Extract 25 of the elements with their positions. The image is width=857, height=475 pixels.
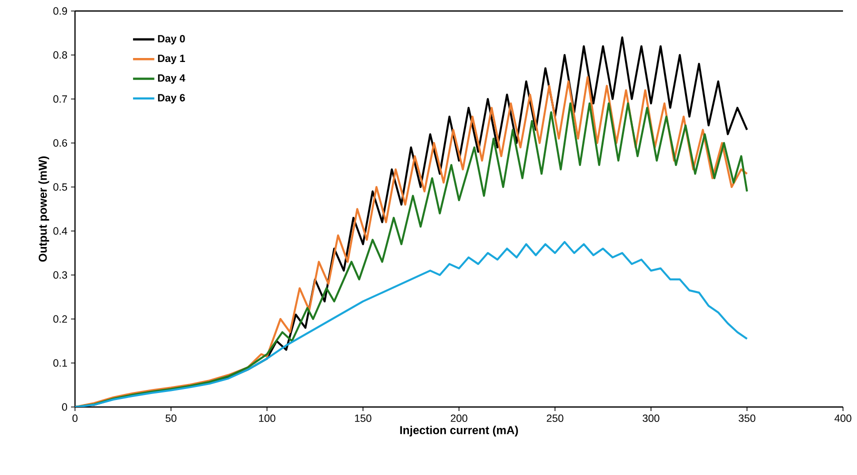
x-tick-label: 0 (72, 414, 78, 422)
x-tick-label: 150 (355, 414, 372, 422)
x-tick-label: 400 (834, 414, 852, 422)
y-axis-title: Output power (mW) (38, 156, 50, 262)
x-axis-title: Injection current (mA) (400, 426, 518, 436)
y-tick-label: 0.8 (53, 51, 68, 59)
y-tick-label: 0.9 (53, 7, 67, 15)
y-tick-label: 0.1 (53, 359, 67, 367)
legend-label: Day 0 (158, 35, 185, 44)
y-tick-label: 0.2 (53, 315, 67, 323)
legend-label: Day 1 (158, 54, 185, 64)
y-tick-label: 0.7 (53, 95, 67, 103)
y-tick-label: 0.4 (53, 227, 68, 235)
x-tick-label: 200 (450, 414, 468, 422)
y-tick-label: 0.3 (53, 271, 68, 279)
legend-label: Day 6 (158, 94, 185, 104)
x-tick-label: 100 (259, 414, 276, 422)
legend-label: Day 4 (158, 74, 186, 84)
y-tick-label: 0.6 (53, 139, 68, 147)
x-tick-label: 300 (642, 414, 660, 422)
x-tick-label: 50 (166, 414, 176, 422)
y-tick-label: 0.5 (53, 183, 68, 191)
x-tick-label: 350 (738, 414, 756, 422)
x-tick-label: 250 (546, 414, 564, 422)
y-tick-label: 0 (62, 403, 68, 411)
